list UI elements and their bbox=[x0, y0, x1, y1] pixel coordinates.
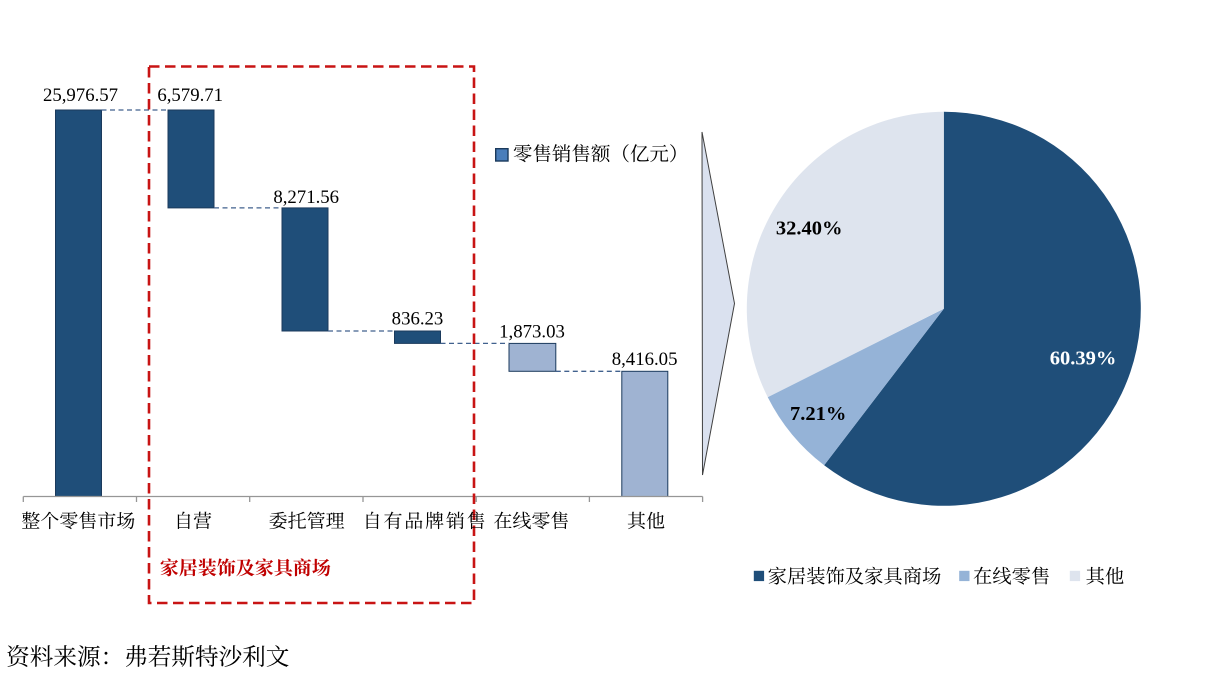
svg-text:8,416.05: 8,416.05 bbox=[612, 349, 678, 370]
svg-text:6,579.71: 6,579.71 bbox=[157, 85, 223, 106]
svg-text:7.21%: 7.21% bbox=[790, 403, 846, 425]
svg-text:8,271.56: 8,271.56 bbox=[273, 187, 339, 208]
svg-text:1,873.03: 1,873.03 bbox=[499, 322, 565, 343]
svg-text:25,976.57: 25,976.57 bbox=[43, 85, 118, 106]
svg-text:32.40%: 32.40% bbox=[776, 217, 843, 239]
svg-text:60.39%: 60.39% bbox=[1050, 348, 1117, 370]
svg-text:836.23: 836.23 bbox=[392, 309, 444, 330]
